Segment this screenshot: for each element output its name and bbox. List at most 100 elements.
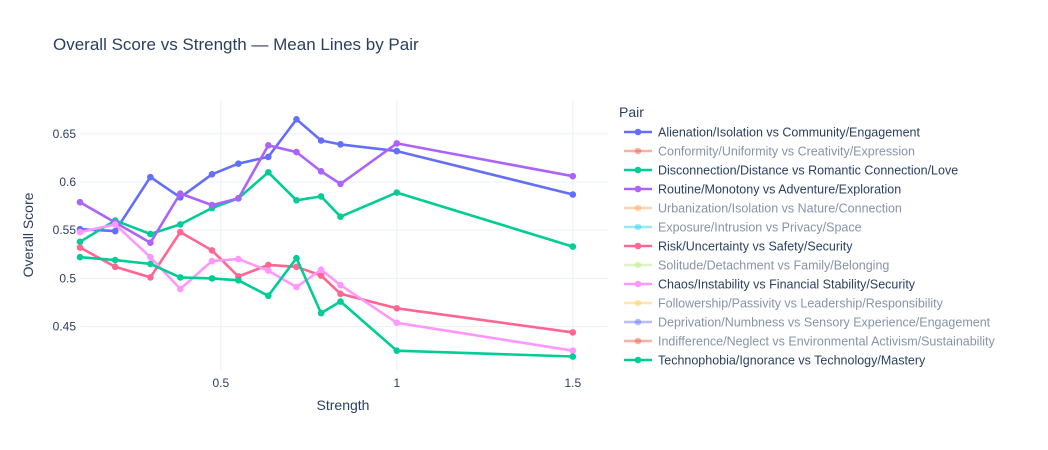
data-point — [293, 254, 300, 262]
data-point — [265, 267, 272, 274]
data-point — [265, 169, 272, 176]
legend-item[interactable]: Conformity/Uniformity vs Creativity/Expr… — [624, 145, 915, 159]
legend-label: Risk/Uncertainty vs Safety/Security — [658, 240, 853, 254]
series-path — [79, 255, 573, 358]
y-tick-label: 0.65 — [53, 127, 77, 141]
data-point — [337, 298, 344, 305]
legend-item[interactable]: Deprivation/Numbness vs Sensory Experien… — [624, 316, 991, 330]
legend-item[interactable]: Indifference/Neglect vs Environmental Ac… — [624, 335, 995, 349]
data-point — [393, 147, 401, 155]
data-point — [393, 140, 401, 147]
legend-item[interactable]: Disconnection/Distance vs Romantic Conne… — [624, 164, 958, 178]
data-point — [208, 257, 216, 265]
series-path — [79, 118, 574, 233]
y-axis-title: Overall Score — [20, 192, 36, 277]
legend-title: Pair — [619, 104, 644, 120]
series-line — [76, 228, 577, 336]
data-point — [265, 292, 272, 300]
y-tick-label: 0.55 — [53, 223, 77, 237]
data-point — [111, 256, 119, 264]
data-point — [337, 213, 344, 220]
legend-swatch-marker — [634, 147, 642, 155]
data-point — [235, 160, 242, 167]
data-point — [569, 353, 577, 360]
legend-item[interactable]: Risk/Uncertainty vs Safety/Security — [624, 240, 853, 254]
legend-item[interactable]: Routine/Monotony vs Adventure/Exploratio… — [624, 183, 901, 197]
legend-item[interactable]: Technophobia/Ignorance vs Technology/Mas… — [624, 354, 926, 368]
legend-item[interactable]: Urbanization/Isolation vs Nature/Connect… — [624, 202, 902, 216]
legend-label: Exposure/Intrusion vs Privacy/Space — [658, 221, 862, 235]
series-path — [79, 171, 574, 248]
data-point — [265, 142, 272, 149]
legend-swatch-marker — [634, 356, 642, 364]
legend-swatch-marker — [634, 318, 642, 326]
legend-label: Chaos/Instability vs Financial Stability… — [658, 278, 916, 292]
series-layer — [76, 115, 577, 360]
legend-items: Alienation/Isolation vs Community/Engage… — [624, 126, 995, 368]
x-axis-ticks: 0.5 1 1.5 — [212, 376, 581, 390]
series-line — [76, 221, 577, 355]
plot-background — [80, 100, 608, 370]
data-point — [147, 173, 154, 181]
data-point — [147, 274, 154, 281]
legend-swatch-marker — [634, 261, 642, 269]
series-path — [79, 230, 573, 334]
data-point — [76, 228, 84, 236]
data-point — [569, 243, 577, 250]
data-point — [569, 191, 577, 198]
data-point — [569, 347, 577, 355]
legend-swatch-marker — [634, 185, 642, 193]
legend-label: Indifference/Neglect vs Environmental Ac… — [658, 335, 995, 349]
data-point — [317, 137, 325, 144]
legend-swatch-marker — [634, 166, 642, 174]
legend-label: Alienation/Isolation vs Community/Engage… — [658, 126, 920, 140]
legend-item[interactable]: Solitude/Detachment vs Family/Belonging — [624, 259, 889, 273]
data-point — [177, 228, 184, 236]
y-tick-label: 0.45 — [53, 320, 77, 334]
data-point — [235, 277, 242, 284]
data-point — [147, 260, 154, 268]
legend-item[interactable]: Chaos/Instability vs Financial Stability… — [624, 278, 916, 292]
series-path — [79, 142, 574, 244]
legend-label: Routine/Monotony vs Adventure/Exploratio… — [658, 183, 901, 197]
x-tick-label: 1 — [393, 376, 400, 390]
data-point — [111, 227, 119, 235]
legend-item[interactable]: Alienation/Isolation vs Community/Engage… — [624, 126, 920, 140]
data-point — [76, 238, 84, 246]
data-point — [177, 190, 184, 197]
data-point — [393, 319, 401, 327]
y-tick-label: 0.6 — [59, 175, 76, 189]
legend-swatch-marker — [634, 242, 642, 250]
data-point — [76, 244, 84, 251]
data-point — [111, 221, 119, 228]
data-point — [293, 115, 300, 123]
series-line — [76, 115, 577, 235]
data-point — [177, 274, 184, 281]
data-point — [337, 281, 344, 289]
series-line — [76, 253, 577, 360]
data-point — [208, 201, 216, 209]
y-tick-label: 0.5 — [59, 271, 76, 285]
data-point — [569, 329, 577, 336]
legend-item[interactable]: Followership/Passivity vs Leadership/Res… — [624, 297, 944, 311]
legend-swatch-marker — [634, 337, 642, 345]
data-point — [265, 153, 272, 161]
x-axis-title: Strength — [317, 397, 370, 413]
data-point — [293, 263, 300, 271]
data-point — [337, 180, 344, 188]
data-point — [76, 253, 84, 261]
legend-swatch-marker — [634, 223, 642, 231]
data-point — [147, 230, 154, 238]
data-point — [317, 193, 325, 200]
legend-label: Urbanization/Isolation vs Nature/Connect… — [658, 202, 902, 216]
series-path — [79, 223, 574, 352]
data-point — [235, 195, 242, 202]
legend-label: Conformity/Uniformity vs Creativity/Expr… — [658, 145, 915, 159]
data-point — [111, 263, 119, 271]
legend-swatch-marker — [634, 204, 642, 212]
legend-item[interactable]: Exposure/Intrusion vs Privacy/Space — [624, 221, 862, 235]
data-point — [293, 148, 300, 156]
data-point — [147, 239, 154, 247]
data-point — [393, 304, 401, 312]
legend-label: Technophobia/Ignorance vs Technology/Mas… — [658, 354, 926, 368]
